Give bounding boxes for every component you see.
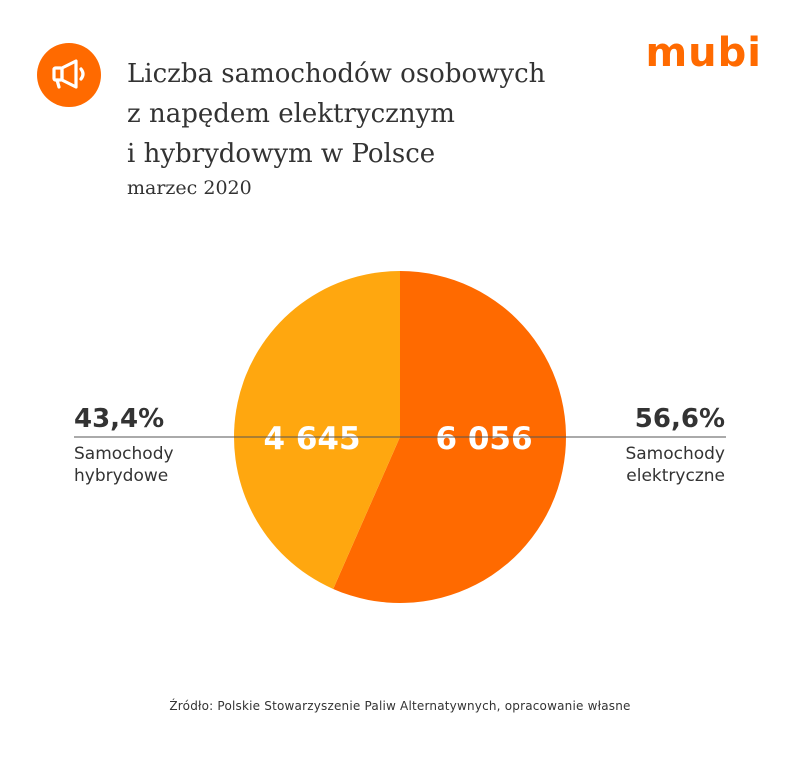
brand-badge xyxy=(37,43,101,107)
slice-percent-label-1: 56,6% xyxy=(635,404,725,434)
page-subtitle: marzec 2020 xyxy=(127,177,252,199)
pie-slice-2 xyxy=(234,271,400,589)
title-line-2: z napędem elektrycznym xyxy=(127,99,455,129)
megaphone-icon xyxy=(52,59,85,89)
brand-logo: mubi xyxy=(645,30,762,76)
slice-name-label-2-line-2: hybrydowe xyxy=(74,466,168,486)
slice-value-label-1: 6 056 xyxy=(435,421,532,457)
slice-value-label-2: 4 645 xyxy=(263,421,360,457)
slice-name-label-1-line-1: Samochody xyxy=(625,444,725,464)
title-line-3: i hybrydowym w Polsce xyxy=(127,139,436,169)
slice-name-label-2-line-1: Samochody xyxy=(74,444,174,464)
source-note: Źródło: Polskie Stowarzyszenie Paliw Alt… xyxy=(169,699,631,713)
slice-percent-label-2: 43,4% xyxy=(74,404,164,434)
slice-name-label-1-line-2: elektryczne xyxy=(626,466,725,486)
page-title: Liczba samochodów osobowych z napędem el… xyxy=(127,54,607,174)
title-line-1: Liczba samochodów osobowych xyxy=(127,59,546,89)
